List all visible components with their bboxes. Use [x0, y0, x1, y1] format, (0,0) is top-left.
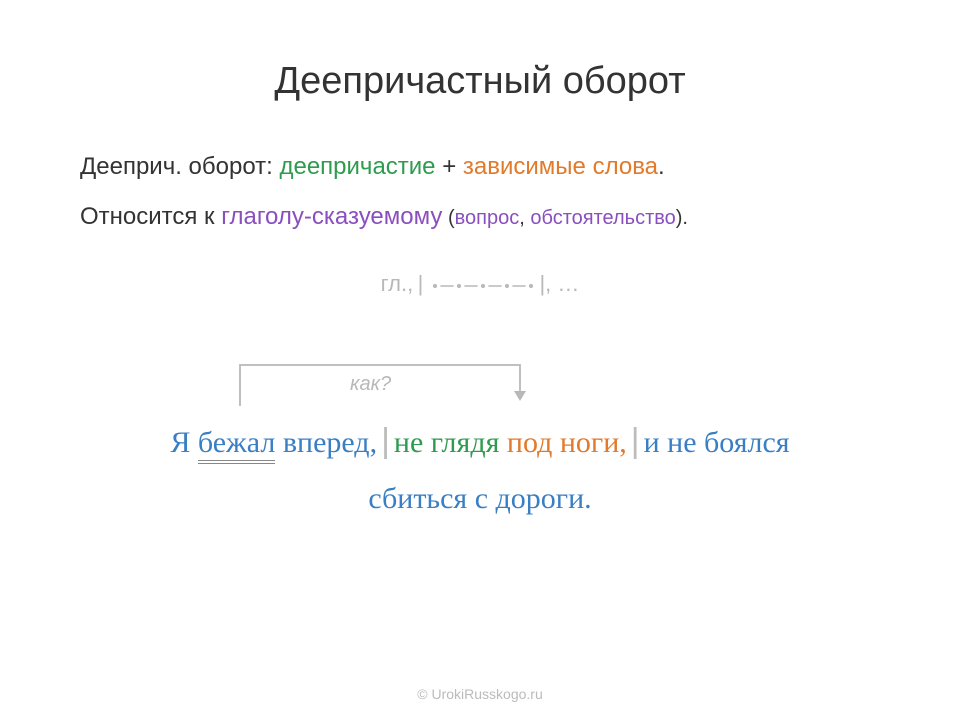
def-prefix: Дееприч. оборот: [80, 153, 279, 180]
page: Деепричастный оборот Дееприч. оборот: де… [0, 0, 960, 720]
scheme-line: гл., | |, … [80, 271, 880, 301]
scheme-bar-open: | [413, 271, 423, 297]
rel-paren-close: ). [676, 207, 688, 229]
rel-prefix: Относится к [80, 203, 221, 230]
scheme-dashdot-icon [429, 275, 539, 289]
footer-credit: © UrokiRusskogo.ru [0, 686, 960, 702]
rel-paren2: обстоятельство [530, 207, 675, 229]
ex-w2: бежал [198, 426, 275, 464]
rel-target: глаголу-сказуемому [221, 203, 442, 230]
ex-w3: вперед [283, 426, 370, 459]
sep-bar-2: | [627, 422, 644, 460]
page-title: Деепричастный оборот [80, 60, 880, 103]
definition-line: Дееприч. оборот: деепричастие + зависимы… [80, 153, 880, 181]
scheme-gl: гл. [381, 271, 408, 296]
def-suffix: . [658, 153, 665, 180]
ex-w1: Я [170, 426, 190, 459]
rel-paren-open: ( [442, 207, 454, 229]
ex-w6: и не боялся [644, 426, 790, 459]
arrow-area: как? [80, 351, 880, 411]
rel-paren1: вопрос [455, 207, 520, 229]
example-block: как? Я бежал вперед,|не глядя под ноги,|… [80, 351, 880, 526]
def-part1: деепричастие [279, 153, 435, 180]
sep-bar-1: | [377, 422, 394, 460]
question-label: как? [350, 373, 391, 396]
relation-line: Относится к глаголу-сказуемому (вопрос, … [80, 203, 880, 231]
ex-w5: под ноги [507, 426, 619, 459]
example-sentence: Я бежал вперед,|не глядя под ноги,|и не … [80, 411, 880, 526]
ex-comma1: , [370, 426, 378, 459]
def-part2: зависимые слова [463, 153, 658, 180]
ex-comma2: , [619, 426, 627, 459]
scheme-ellipsis: , … [545, 271, 579, 296]
rel-paren-sep: , [519, 207, 530, 229]
ex-w7: сбиться с дороги. [368, 482, 591, 515]
def-plus: + [436, 153, 463, 180]
ex-w4: не глядя [394, 426, 499, 459]
